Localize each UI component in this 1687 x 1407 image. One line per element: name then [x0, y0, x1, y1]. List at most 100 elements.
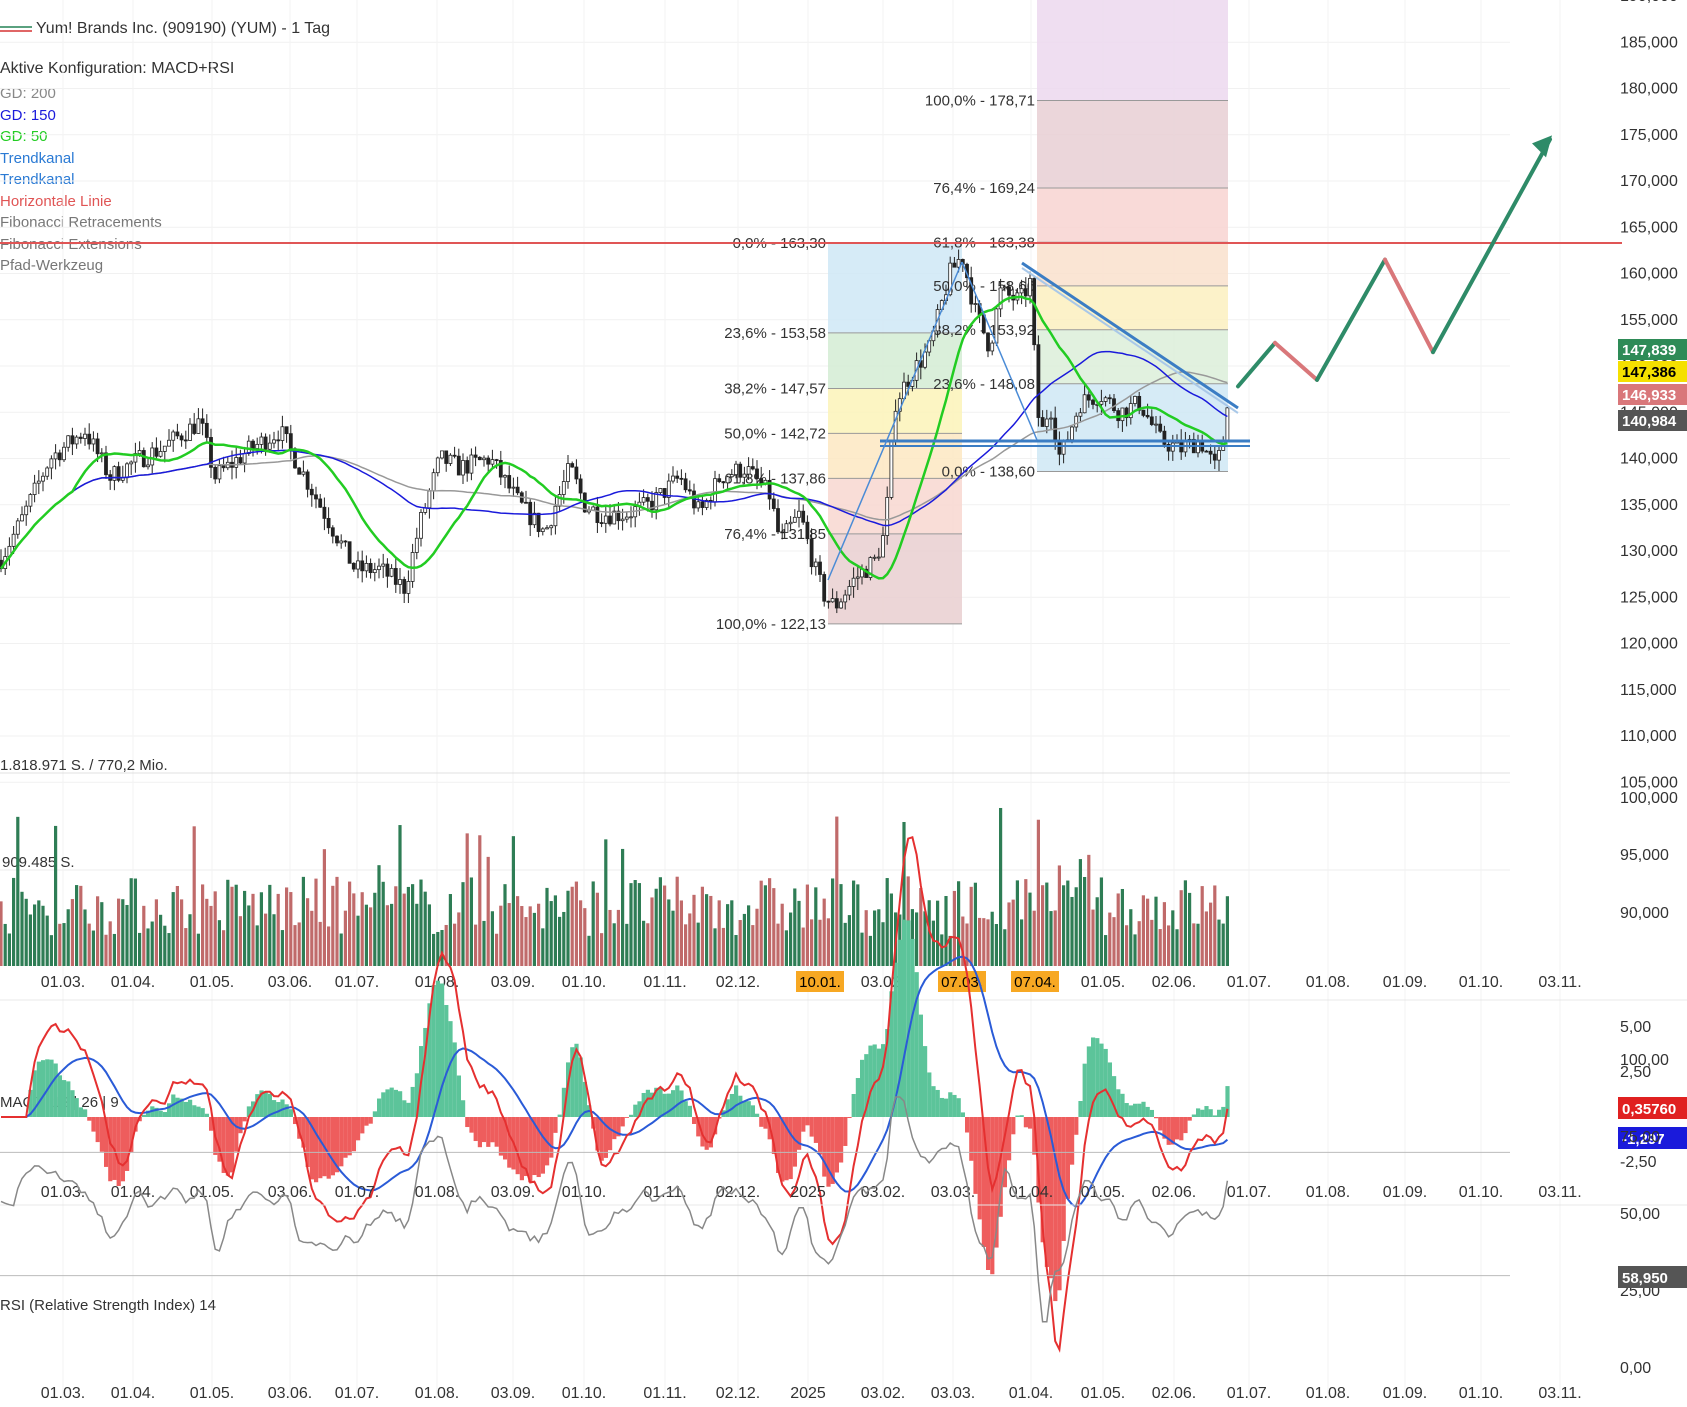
candle-body	[448, 454, 453, 464]
volume-bar	[600, 933, 604, 966]
volume-bar	[272, 914, 276, 966]
volume-bar	[973, 882, 977, 966]
macd-histogram-bar	[1053, 1117, 1058, 1302]
candle-body	[734, 463, 738, 476]
volume-bar	[154, 899, 158, 966]
volume-bar	[868, 935, 872, 966]
macd-histogram-bar	[965, 1117, 970, 1133]
volume-bar	[969, 886, 973, 966]
candle-body	[335, 535, 339, 544]
path-tool-segment[interactable]	[1431, 137, 1552, 355]
volume-tick-label: 90,000	[1620, 905, 1669, 922]
candle-body	[503, 475, 507, 478]
macd-histogram-bar	[998, 1117, 1003, 1217]
candle-body	[24, 505, 29, 516]
x-tick-label: 02.12.	[716, 1385, 760, 1402]
volume-bar	[579, 900, 583, 966]
candle-body	[486, 457, 491, 465]
trend-channel-upper-inner[interactable]	[1021, 267, 1239, 414]
legend-item[interactable]: Fibonacci Retracements	[0, 214, 162, 231]
path-tool-segment[interactable]	[1315, 257, 1387, 382]
candle-body	[49, 458, 54, 469]
candle-body	[784, 523, 789, 533]
candle-body	[1049, 417, 1053, 420]
macd-histogram-bar	[645, 1089, 650, 1117]
fib-retracement-zone	[828, 332, 962, 389]
candle-body	[32, 482, 37, 495]
volume-bar	[209, 905, 213, 966]
candle-body	[200, 418, 205, 424]
macd-histogram-bar	[87, 1117, 92, 1121]
volume-bar	[705, 894, 709, 966]
macd-histogram-bar	[125, 1117, 130, 1171]
volume-bar	[595, 892, 599, 966]
path-tool-segment[interactable]	[1236, 340, 1277, 389]
volume-bar	[889, 893, 893, 966]
legend-item[interactable]: Trendkanal	[0, 171, 75, 188]
x-tick-label: 01.07.	[1227, 1385, 1271, 1402]
volume-bar	[196, 933, 200, 966]
volume-bar	[1167, 925, 1171, 966]
macd-histogram-bar	[448, 1021, 453, 1117]
candle-body	[314, 494, 318, 500]
macd-histogram-bar	[175, 1097, 180, 1117]
candle-body	[427, 490, 432, 509]
trend-channel-upper[interactable]	[1021, 261, 1239, 410]
macd-histogram-bar	[158, 1110, 163, 1117]
x-tick-label: 01.05.	[190, 1184, 234, 1201]
candle-body	[1112, 398, 1116, 412]
path-tool-segment[interactable]	[1383, 257, 1435, 355]
candle-body	[725, 476, 730, 484]
path-tool-segment[interactable]	[1273, 340, 1319, 382]
volume-bar	[322, 849, 326, 966]
x-tick-label: 03.03.	[931, 1385, 975, 1402]
fib-extension-zone	[1037, 242, 1228, 286]
candle-body	[1099, 401, 1104, 405]
volume-bar	[604, 839, 608, 966]
volume-bar	[642, 920, 646, 966]
volume-bar	[1125, 925, 1129, 966]
volume-bar	[797, 900, 801, 966]
candle-body	[238, 457, 243, 464]
candle-body	[112, 466, 117, 481]
candle-body	[612, 510, 617, 525]
macd-histogram-bar	[225, 1117, 230, 1176]
legend-item[interactable]: GD: 50	[0, 128, 48, 145]
candle-body	[696, 501, 701, 509]
legend-item[interactable]: Horizontale Linie	[0, 192, 112, 210]
volume-bar	[20, 891, 24, 966]
legend-item[interactable]: GD: 150	[0, 106, 56, 124]
legend-item[interactable]: Trendkanal	[0, 149, 75, 167]
macd-histogram-bar	[288, 1109, 293, 1117]
macd-histogram-bar	[633, 1104, 638, 1117]
macd-badge	[1618, 1097, 1687, 1119]
volume-bar	[801, 927, 805, 966]
macd-histogram-bar	[108, 1117, 113, 1182]
volume-bar	[784, 930, 788, 966]
x-tick-label: 01.07.	[335, 1385, 379, 1402]
volume-bar	[457, 912, 461, 966]
macd-histogram-bar	[784, 1117, 789, 1181]
macd-histogram-bar	[41, 1060, 46, 1117]
macd-histogram-bar	[981, 1117, 986, 1247]
legend-item[interactable]: GD: 200	[0, 85, 56, 102]
macd-histogram-bar	[1196, 1108, 1201, 1117]
macd-histogram-bar	[1007, 1117, 1012, 1161]
y-tick-label: 170,000	[1620, 173, 1678, 190]
volume-bar	[150, 921, 154, 966]
macd-histogram-bar	[70, 1090, 75, 1117]
candle-body	[263, 436, 268, 450]
candle-body	[624, 516, 629, 520]
macd-histogram-bar	[1011, 1117, 1016, 1135]
y-tick-label: 165,000	[1620, 219, 1678, 236]
macd-histogram-bar	[855, 1078, 860, 1117]
volume-bar	[734, 935, 738, 966]
legend-item[interactable]: Pfad-Werkzeug	[0, 257, 104, 274]
volume-bar	[826, 918, 830, 966]
volume-bar	[1104, 935, 1108, 966]
macd-histogram-bar	[414, 1073, 419, 1117]
volume-bar	[1007, 902, 1011, 966]
macd-histogram-bar	[557, 1114, 562, 1117]
macd-badge-value: 0,35760	[1622, 1101, 1676, 1118]
